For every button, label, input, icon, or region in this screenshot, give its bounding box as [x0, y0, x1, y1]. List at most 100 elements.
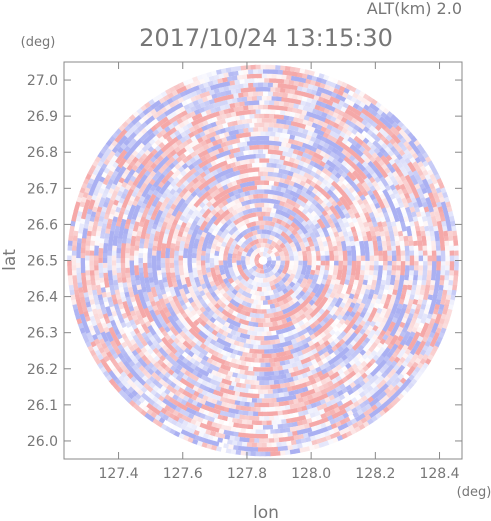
echo-cell [302, 105, 310, 112]
echo-cell [430, 275, 436, 282]
echo-cell [278, 279, 285, 287]
echo-cell [342, 208, 349, 216]
echo-cell [421, 279, 427, 286]
echo-cell [317, 384, 325, 392]
echo-cell [298, 81, 305, 88]
echo-cell [214, 173, 221, 180]
echo-cell [213, 149, 220, 156]
echo-cell [384, 298, 391, 306]
echo-cell [303, 273, 310, 280]
echo-cell [270, 284, 277, 291]
echo-cell [237, 387, 244, 393]
echo-cell [234, 270, 241, 278]
echo-cell [121, 237, 127, 244]
echo-cell [224, 374, 231, 381]
echo-cell [282, 192, 290, 199]
echo-cell [390, 294, 397, 301]
echo-cell [286, 409, 293, 415]
echo-cell [234, 368, 241, 374]
echo-cell [278, 290, 285, 297]
echo-cell [321, 236, 327, 243]
echo-cell [301, 96, 309, 102]
echo-cell [252, 230, 258, 236]
echo-cell [273, 145, 280, 151]
echo-cell [270, 307, 277, 314]
echo-cell [143, 242, 149, 249]
echo-cell [226, 135, 233, 142]
echo-cell [434, 230, 440, 237]
echo-cell [235, 382, 242, 388]
echo-cell [302, 250, 308, 257]
echo-cell [329, 250, 334, 257]
echo-cell [333, 265, 339, 271]
echo-cell [245, 199, 252, 205]
echo-cell [379, 298, 386, 306]
echo-cell [258, 416, 265, 421]
echo-cell [208, 402, 216, 409]
echo-cell [291, 308, 299, 315]
echo-cell [271, 247, 278, 254]
echo-cell [240, 205, 247, 212]
echo-cell [378, 289, 384, 296]
echo-cell [179, 240, 186, 247]
echo-cell [105, 286, 111, 293]
echo-cell [126, 276, 132, 283]
echo-cell [129, 245, 135, 251]
echo-cell [317, 418, 325, 425]
echo-cell [248, 267, 255, 274]
echo-cell [131, 235, 137, 242]
echo-cell [80, 247, 86, 254]
echo-cell [256, 207, 262, 212]
echo-cell [176, 295, 184, 302]
echo-cell [251, 420, 257, 425]
echo-cell [243, 401, 250, 407]
echo-cell [255, 317, 261, 323]
echo-cell [76, 267, 81, 273]
echo-cell [396, 260, 401, 267]
echo-cell [103, 300, 110, 308]
echo-cell [154, 300, 161, 307]
echo-cell [286, 306, 293, 313]
echo-cell [282, 332, 289, 338]
echo-cell [138, 247, 144, 254]
echo-cell [232, 408, 239, 415]
echo-cell [187, 228, 194, 236]
echo-cell [179, 274, 186, 281]
echo-cell [401, 289, 407, 296]
echo-cell [232, 166, 239, 172]
echo-cell [240, 87, 247, 93]
echo-cell [282, 287, 289, 295]
echo-cell [418, 220, 425, 228]
echo-cell [266, 207, 272, 213]
echo-cell [269, 212, 276, 218]
echo-cell [412, 313, 419, 320]
echo-cell [234, 321, 241, 328]
echo-cell [273, 415, 280, 421]
echo-cell [221, 199, 229, 207]
echo-cell [192, 247, 198, 254]
echo-cell [106, 321, 113, 329]
echo-cell [245, 292, 252, 299]
echo-cell [392, 289, 398, 296]
echo-cell [394, 279, 400, 286]
echo-cell [223, 154, 231, 161]
echo-cell [376, 207, 383, 214]
echo-cell [420, 211, 427, 218]
echo-cell [251, 73, 258, 79]
echo-cell [215, 182, 223, 189]
echo-cell [326, 288, 333, 295]
echo-cell [278, 392, 285, 398]
echo-cell [254, 100, 260, 105]
echo-cell [312, 396, 320, 403]
echo-cell [193, 276, 200, 283]
echo-cell [293, 312, 301, 319]
echo-cell [171, 276, 177, 283]
echo-cell [143, 307, 150, 314]
echo-cell [118, 286, 125, 293]
echo-cell [121, 242, 127, 249]
echo-cell [231, 209, 238, 216]
echo-cell [274, 232, 281, 239]
echo-cell [295, 416, 302, 422]
echo-cell [76, 262, 81, 268]
echo-cell [278, 437, 285, 443]
